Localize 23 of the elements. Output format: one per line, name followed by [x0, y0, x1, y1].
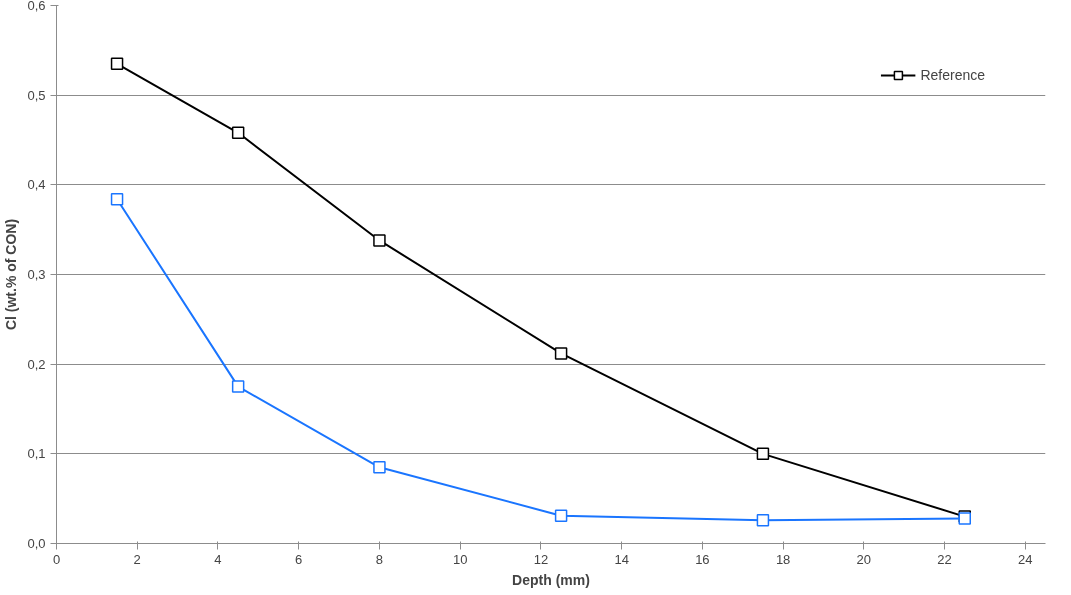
y-tick-label: 0,2: [27, 356, 46, 372]
x-tick-label: 8: [375, 551, 384, 567]
y-tick-label: 0,6: [27, 0, 46, 13]
x-tick-label: 20: [856, 551, 872, 567]
x-tick-label: 6: [295, 551, 303, 567]
y-tick-label: 0,5: [27, 87, 46, 103]
y-tick-label: 0,0: [27, 536, 46, 551]
x-tick-label: 14: [614, 551, 629, 567]
x-tick-label: 10: [452, 551, 468, 567]
y-tick-label: 0,4: [27, 177, 46, 193]
y-axis-title: Cl (wt.% of CON): [3, 218, 20, 331]
x-tick-label: 18: [775, 551, 791, 567]
x-tick-label: 0: [52, 551, 61, 567]
y-tick-label: 0,1: [27, 446, 46, 462]
x-tick-label: 16: [695, 551, 710, 567]
x-tick-label: 22: [937, 551, 952, 567]
x-tick-label: 2: [133, 551, 141, 567]
x-tick-label: 24: [1018, 551, 1033, 567]
x-tick-label: 4: [214, 551, 222, 567]
legend-label: Reference: [920, 67, 985, 83]
x-tick-label: 12: [533, 551, 549, 567]
x-axis-title: Depth (mm): [512, 571, 590, 588]
y-tick-label: 0,3: [27, 267, 46, 282]
